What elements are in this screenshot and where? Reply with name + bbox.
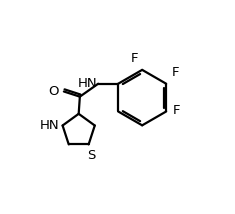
Text: F: F [131, 52, 138, 65]
Text: HN: HN [77, 77, 97, 90]
Text: O: O [48, 85, 59, 98]
Text: HN: HN [39, 119, 59, 132]
Text: F: F [171, 65, 179, 79]
Text: S: S [87, 149, 96, 162]
Text: F: F [173, 104, 180, 117]
